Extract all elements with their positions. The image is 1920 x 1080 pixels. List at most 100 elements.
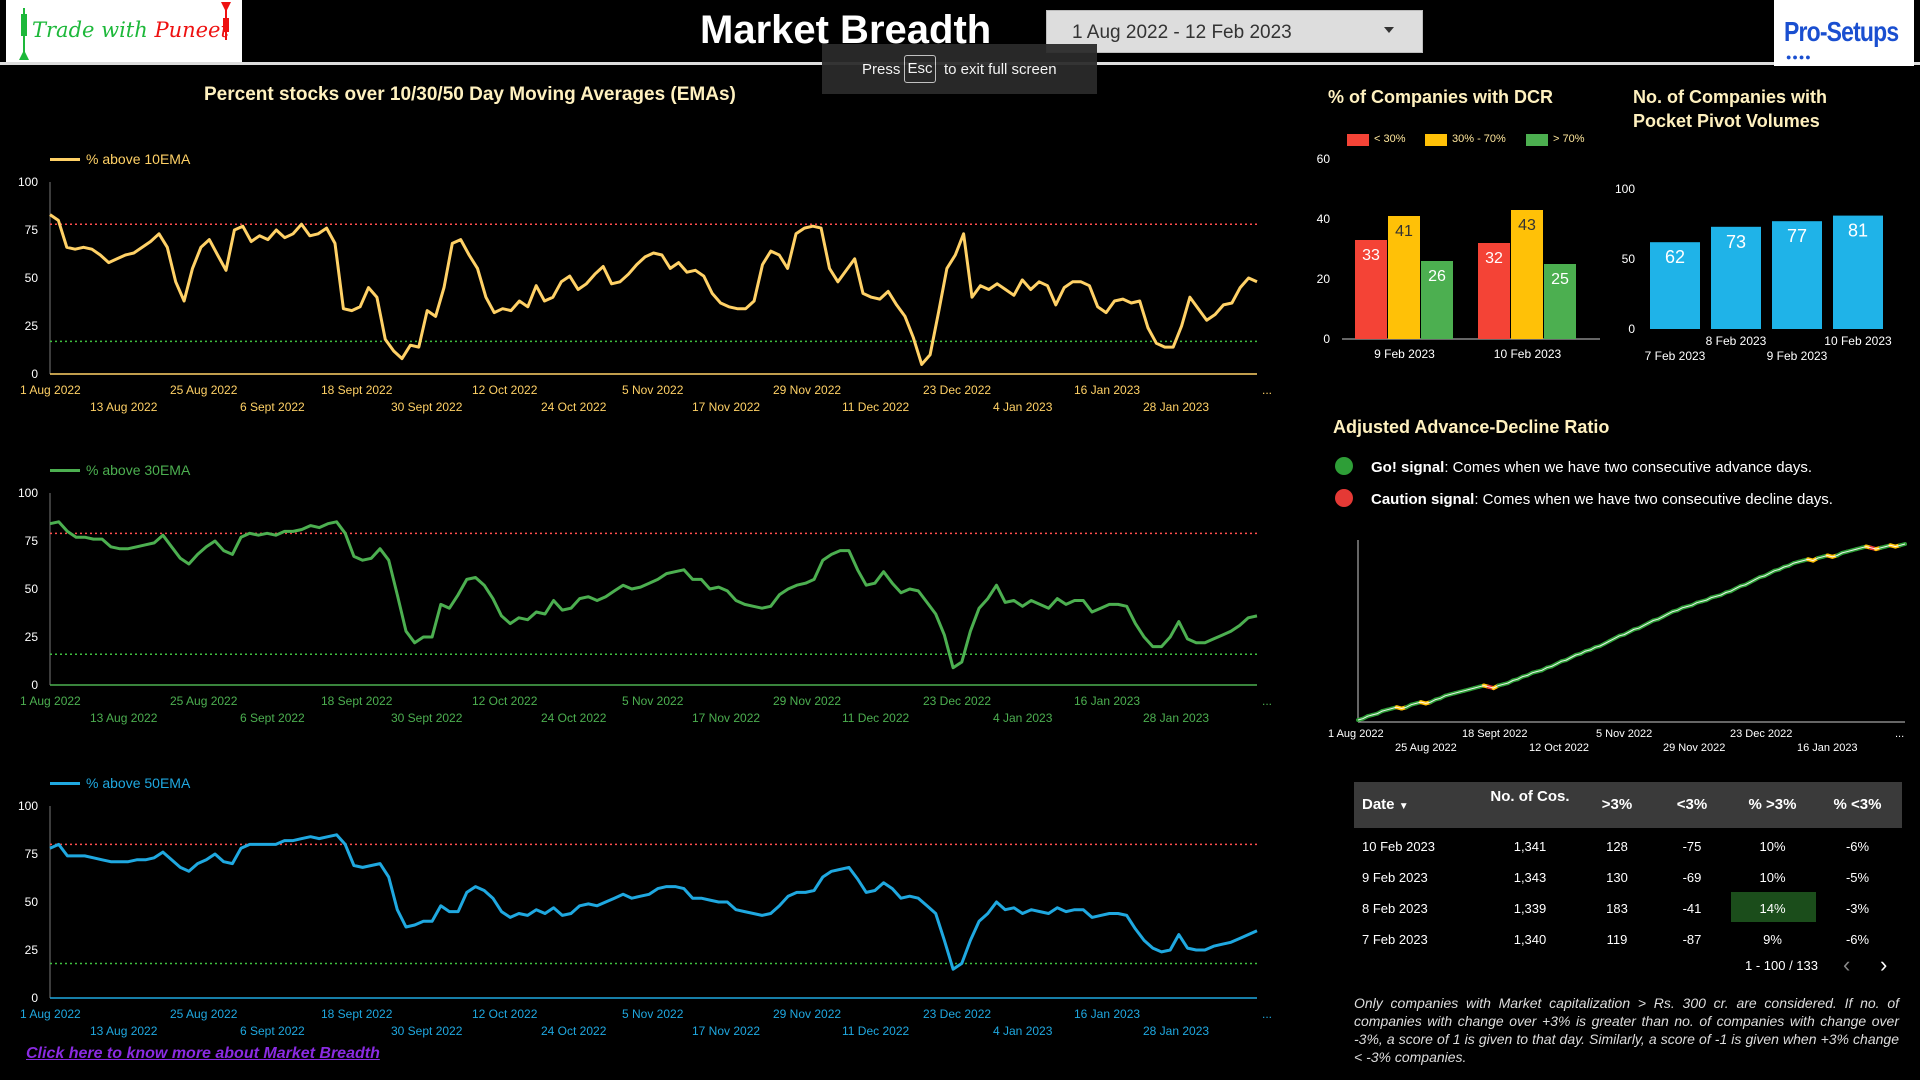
col-header-gt3[interactable]: >3% [1601, 796, 1633, 813]
x-tick-label: 28 Jan 2023 [1143, 711, 1209, 725]
y-tick-label: 20 [1317, 272, 1331, 286]
x-tick-label: ... [1895, 728, 1904, 740]
y-tick-label: 0 [31, 678, 38, 692]
dcr-legend-low: < 30% [1374, 133, 1406, 145]
x-tick-label: 5 Nov 2022 [622, 1007, 684, 1021]
dcr-bar-label: 41 [1395, 223, 1413, 240]
ppv-title-line1: No. of Companies with [1633, 87, 1828, 107]
ema30-legend-label: % above 30EMA [86, 462, 191, 478]
table-cell: 1,340 [1513, 932, 1547, 947]
ppv-bar-label: 77 [1787, 226, 1807, 246]
prev-page-button[interactable]: ‹ [1843, 952, 1851, 977]
series-line [49, 520, 1258, 670]
table-cell: -6% [1845, 839, 1870, 854]
go-signal-desc: : Comes when we have two consecutive adv… [1444, 459, 1813, 476]
ema10-legend-label: % above 10EMA [86, 151, 191, 167]
ppv-bar-label: 73 [1726, 232, 1746, 252]
x-tick-label: 1 Aug 2022 [20, 383, 81, 397]
dcr-bar [1478, 243, 1510, 339]
y-tick-label: 75 [25, 223, 39, 237]
ppv-bar [1650, 242, 1700, 329]
brand-logo[interactable]: Trade with Puneet [6, 0, 242, 62]
ema50-chart: 0 25 50 75 100 1 Aug 2022 25 Aug 2022 18 Sept 2… [18, 799, 1272, 1038]
next-page-button[interactable]: › [1880, 952, 1888, 977]
date-range-select[interactable]: 1 Aug 2022 - 12 Feb 2023 [1046, 10, 1423, 53]
table-cell: 1,341 [1513, 839, 1547, 854]
x-tick-label: 8 Feb 2023 [1706, 334, 1767, 348]
y-tick-label: 100 [18, 175, 38, 189]
series-line [49, 213, 1258, 366]
dcr-title: % of Companies with DCR [1328, 87, 1554, 107]
col-header-date[interactable]: Date ▼ [1362, 796, 1409, 813]
ppv-bar [1711, 226, 1761, 329]
go-signal-label: Go! signal [1371, 459, 1445, 476]
x-tick-label: ... [1262, 383, 1272, 397]
x-tick-label: 12 Oct 2022 [472, 694, 538, 708]
dcr-bar [1511, 210, 1543, 339]
x-tick-label: 10 Feb 2023 [1824, 334, 1892, 348]
x-tick-label: 12 Oct 2022 [472, 383, 538, 397]
y-tick-label: 100 [18, 486, 38, 500]
x-tick-label: 23 Dec 2022 [1730, 728, 1792, 740]
market-breadth-link[interactable]: Click here to know more about Market Bre… [26, 1045, 380, 1062]
x-tick-label: 24 Oct 2022 [541, 400, 607, 414]
y-tick-label: 0 [1323, 332, 1330, 346]
x-tick-label: 4 Jan 2023 [993, 400, 1053, 414]
chevron-down-icon [1384, 27, 1394, 33]
col-header-cos[interactable]: No. of Cos. [1490, 788, 1570, 805]
table-cell: 1,343 [1513, 870, 1547, 885]
x-tick-label: 7 Feb 2023 [1645, 349, 1706, 363]
dcr-bar-label: 25 [1551, 271, 1569, 288]
x-tick-label: 12 Oct 2022 [472, 1007, 538, 1021]
col-header-pct-gt3[interactable]: % >3% [1748, 796, 1797, 813]
x-tick-label: 24 Oct 2022 [541, 711, 607, 725]
x-tick-label: 13 Aug 2022 [90, 400, 158, 414]
y-tick-label: 60 [1317, 152, 1331, 166]
table-cell: 183 [1606, 901, 1628, 916]
x-tick-label: 4 Jan 2023 [993, 1024, 1053, 1038]
table-cell: 7 Feb 2023 [1362, 932, 1428, 947]
x-tick-label: ... [1262, 694, 1272, 708]
dcr-legend-swatch-low [1347, 134, 1369, 146]
x-tick-label: 9 Feb 2023 [1374, 347, 1435, 361]
x-tick-label: 24 Oct 2022 [541, 1024, 607, 1038]
x-tick-label: 1 Aug 2022 [1328, 728, 1384, 740]
ppv-title-line2: Pocket Pivot Volumes [1633, 111, 1820, 131]
sort-down-icon: ▼ [1398, 801, 1409, 812]
toast-press: Press [862, 61, 901, 78]
dcr-bar [1355, 240, 1387, 339]
pager-label: 1 - 100 / 133 [1745, 958, 1818, 973]
dcr-chart: 0 20 40 60 33 41 26 9 Feb 2023 32 43 25 10 Feb 2023 [1317, 152, 1600, 361]
ema30-chart: 0 25 50 75 100 1 Aug 2022 25 Aug 2022 18 Sept 2… [18, 486, 1272, 725]
table-cell: -69 [1682, 870, 1702, 885]
table-cell: 130 [1606, 870, 1628, 885]
ppv-title: No. of Companies with Pocket Pivot Volum… [1633, 85, 1827, 133]
x-tick-label: 1 Aug 2022 [20, 694, 81, 708]
col-header-pct-lt3[interactable]: % <3% [1833, 796, 1882, 813]
dcr-bar-label: 26 [1428, 268, 1446, 285]
x-tick-label: 25 Aug 2022 [170, 383, 238, 397]
table-header [1354, 782, 1902, 828]
x-tick-label: 18 Sept 2022 [321, 383, 393, 397]
dcr-legend-mid: 30% - 70% [1452, 133, 1506, 145]
y-tick-label: 25 [25, 630, 39, 644]
x-tick-label: 11 Dec 2022 [842, 711, 909, 725]
table-cell: 8 Feb 2023 [1362, 901, 1428, 916]
x-tick-label: 5 Nov 2022 [1596, 728, 1652, 740]
pro-setups-logo[interactable]: Pro-Setups ●●●● [1774, 0, 1914, 66]
x-tick-label: 17 Nov 2022 [692, 711, 760, 725]
col-header-date-label: Date [1362, 796, 1395, 813]
col-header-lt3[interactable]: <3% [1676, 796, 1708, 813]
y-tick-label: 40 [1317, 212, 1331, 226]
caution-signal-label: Caution signal [1371, 491, 1475, 508]
x-tick-label: 23 Dec 2022 [923, 383, 991, 397]
x-tick-label: 5 Nov 2022 [622, 694, 684, 708]
y-tick-label: 0 [31, 991, 38, 1005]
table-cell: 10% [1759, 839, 1786, 854]
x-tick-label: 10 Feb 2023 [1494, 347, 1562, 361]
y-tick-label: 100 [18, 799, 38, 813]
logo-text: Pro-Setups [1784, 16, 1899, 47]
table-cell: 10% [1759, 870, 1786, 885]
x-tick-label: 23 Dec 2022 [923, 694, 991, 708]
